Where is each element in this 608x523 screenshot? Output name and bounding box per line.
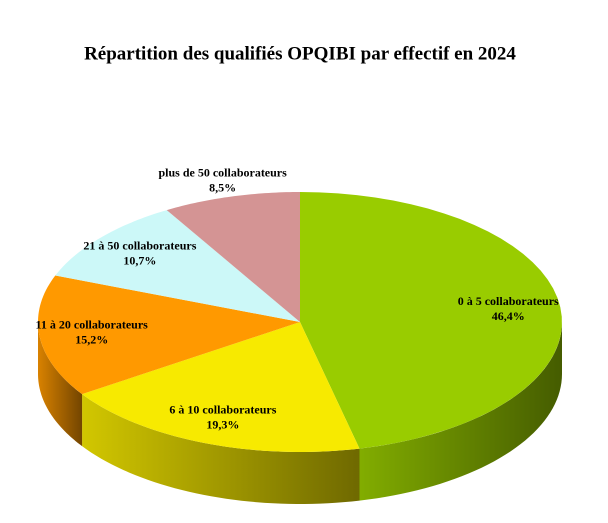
value-label: 46,4% <box>492 309 525 323</box>
slice-label: plus de 50 collaborateurs <box>158 165 287 179</box>
slice <box>82 322 360 452</box>
slice <box>38 275 300 395</box>
value-label: 15,2% <box>75 332 108 346</box>
value-label: 8,5% <box>209 180 236 194</box>
slice <box>166 192 300 322</box>
slice-side <box>38 322 83 447</box>
slice-side <box>82 394 360 504</box>
value-label: 10,7% <box>123 254 156 268</box>
value-label: 19,3% <box>206 417 239 431</box>
slice <box>300 192 562 449</box>
slice-label: 6 à 10 collaborateurs <box>169 402 276 416</box>
slice-label: 11 à 20 collaborateurs <box>36 317 149 331</box>
chart-title: Répartition des qualifiés OPQIBI par eff… <box>84 43 516 64</box>
slice <box>55 210 300 322</box>
slice-label: 0 à 5 collaborateurs <box>458 294 559 308</box>
slice-side <box>359 322 562 501</box>
slice-label: 21 à 50 collaborateurs <box>83 239 196 253</box>
